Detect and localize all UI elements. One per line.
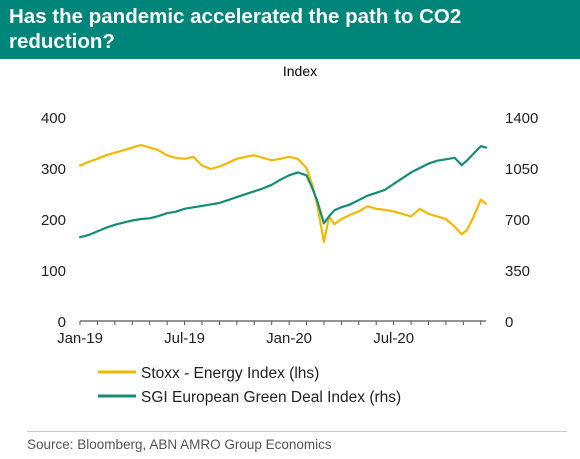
y-right-tick-label: 1400	[505, 110, 538, 127]
chart-title: Has the pandemic accelerated the path to…	[9, 5, 462, 53]
y-right-tick-label: 350	[505, 263, 530, 280]
header-bar: Has the pandemic accelerated the path to…	[0, 0, 580, 59]
chart-legend: Stoxx - Energy Index (lhs) SGI European G…	[98, 365, 401, 406]
y-right-tick-label: 0	[505, 314, 513, 331]
x-tick-label: Jul-19	[164, 330, 205, 347]
y-left-tick-label: 300	[41, 161, 66, 178]
legend-label-2: SGI European Green Deal Index (rhs)	[141, 389, 401, 406]
legend-label-1: Stoxx - Energy Index (lhs)	[141, 365, 319, 382]
x-tick-label: Jul-20	[373, 330, 414, 347]
series-line-2	[78, 144, 488, 239]
y-left-tick-label: 400	[41, 110, 66, 127]
chart-axes: Jan-19 Jul-19 Jan-20 Jul-20 0 100 200 300 400 0 35…	[41, 110, 538, 347]
line-chart: Index Jan-19 Jul-19 Jan-20 Jul-20 0 100 200 300…	[41, 63, 538, 406]
y-left-tick-label: 0	[58, 314, 66, 331]
source-note: Source: Bloomberg, ABN AMRO Group Econom…	[27, 437, 332, 452]
y-right-tick-label: 1050	[505, 161, 538, 178]
y-axis-label: Index	[283, 63, 317, 79]
y-right-tick-label: 700	[505, 212, 530, 229]
series-line-1	[78, 143, 488, 243]
x-tick-label: Jan-20	[266, 330, 312, 347]
source-divider	[27, 431, 567, 432]
y-left-tick-label: 100	[41, 263, 66, 280]
y-left-tick-label: 200	[41, 212, 66, 229]
x-tick-label: Jan-19	[57, 330, 103, 347]
chart-lines	[78, 143, 488, 243]
